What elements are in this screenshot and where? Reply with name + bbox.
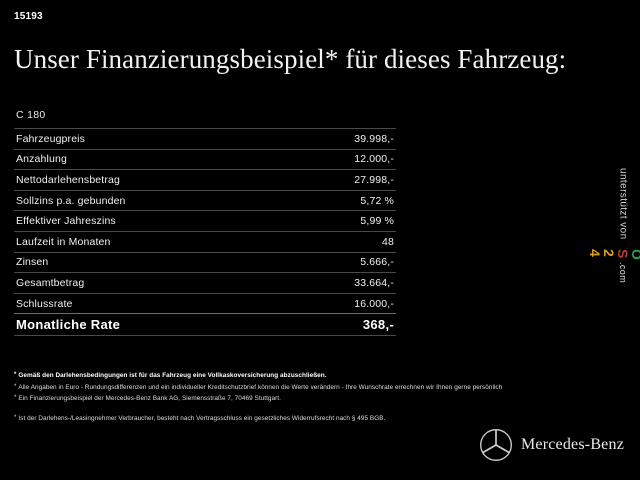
sponsor-prefix: unterstützt von — [617, 168, 629, 240]
table-row: Fahrzeugpreis 39.998,- — [14, 128, 396, 149]
table-row-monthly-rate: Monatliche Rate 368,- — [14, 313, 396, 337]
row-value: 33.664,- — [354, 276, 394, 289]
page-title: Unser Finanzierungsbeispiel* für dieses … — [14, 44, 567, 74]
table-row: Schlussrate 16.000,- — [14, 292, 396, 314]
footnote-marker: * — [14, 372, 17, 378]
row-value: 39.998,- — [354, 132, 394, 145]
row-label: Sollzins p.a. gebunden — [16, 194, 126, 207]
document-id: 15193 — [14, 11, 43, 22]
footnote-item: * Ist der Darlehens-/Leasingnehmer Verbra… — [14, 413, 624, 425]
row-label: Anzahlung — [16, 153, 67, 166]
row-label: Schlussrate — [16, 297, 73, 310]
sponsor-logo-letter: S — [615, 248, 631, 259]
vehicle-model-label: C 180 — [16, 109, 46, 121]
table-row: Sollzins p.a. gebunden 5,72 % — [14, 189, 396, 211]
footnote-item: * Alle Angaben in Euro - Rundungsdifferen… — [14, 382, 624, 394]
footnote-text: Alle Angaben in Euro - Rundungsdifferenz… — [18, 383, 503, 391]
footnote-text: Ist der Darlehens-/Leasingnehmer Verbrau… — [18, 414, 386, 422]
row-value: 27.998,- — [354, 173, 394, 186]
footnote-item: * Gemäß den Darlehensbedingungen ist für … — [14, 370, 624, 382]
finance-table: C 180 Fahrzeugpreis 39.998,- Anzahlung 1… — [14, 109, 396, 337]
row-label: Zinsen — [16, 256, 49, 269]
footnotes: * Gemäß den Darlehensbedingungen ist für … — [14, 370, 624, 424]
brand-name: Mercedes-Benz — [521, 436, 624, 453]
table-row: Zinsen 5.666,- — [14, 251, 396, 273]
sponsor-logo-letter: O — [629, 248, 640, 260]
footnote-marker: * — [14, 414, 17, 421]
row-label: Gesamtbetrag — [16, 276, 85, 289]
footnote-text: Gemäß den Darlehensbedingungen ist für d… — [18, 372, 327, 379]
footnote-marker: * — [14, 383, 17, 390]
sponsor-logo-letter: 2 — [601, 248, 617, 257]
mercedes-star-icon — [479, 428, 513, 462]
sponsor-logo[interactable]: A O S 2 4 — [587, 248, 640, 260]
table-row: Gesamtbetrag 33.664,- — [14, 272, 396, 293]
row-value: 12.000,- — [354, 153, 394, 166]
row-label: Fahrzeugpreis — [16, 132, 86, 145]
brand-logo: Mercedes-Benz — [479, 428, 624, 462]
footnote-item: * Ein Finanzierungsbeispiel der Mercedes-… — [14, 393, 624, 405]
sponsor-strip: unterstützt von A O S 2 4 .com — [587, 168, 640, 343]
table-row: Anzahlung 12.000,- — [14, 148, 396, 170]
monthly-rate-label: Monatliche Rate — [16, 317, 121, 333]
footnote-marker: * — [14, 395, 17, 402]
row-value: 5.666,- — [360, 256, 394, 269]
sponsor-suffix: .com — [618, 261, 628, 283]
sponsor-logo-letter: 4 — [587, 248, 603, 257]
row-value: 16.000,- — [354, 297, 394, 310]
row-label: Effektiver Jahreszins — [16, 215, 116, 228]
table-row: Laufzeit in Monaten 48 — [14, 230, 396, 252]
monthly-rate-value: 368,- — [362, 317, 394, 333]
row-value: 5,72 % — [360, 194, 394, 207]
table-row: Nettodarlehensbetrag 27.998,- — [14, 169, 396, 190]
table-row: Effektiver Jahreszins 5,99 % — [14, 210, 396, 231]
row-value: 5,99 % — [360, 215, 394, 228]
footnote-text: Ein Finanzierungsbeispiel der Mercedes-B… — [18, 395, 281, 403]
row-value: 48 — [382, 235, 394, 248]
row-label: Laufzeit in Monaten — [16, 235, 111, 248]
row-label: Nettodarlehensbetrag — [16, 173, 120, 186]
